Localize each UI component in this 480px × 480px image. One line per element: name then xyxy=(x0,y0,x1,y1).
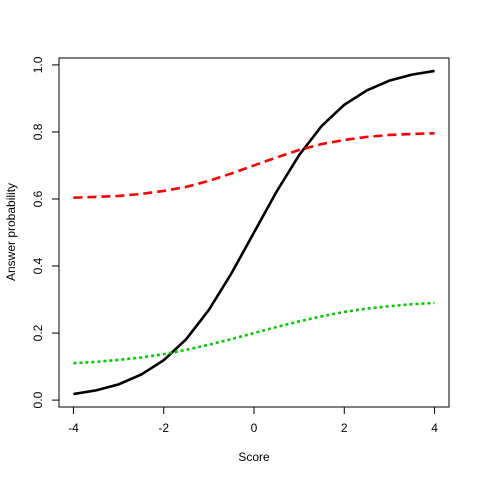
y-tick-label: 0.2 xyxy=(31,324,45,341)
series-line xyxy=(73,131,435,199)
x-tick-label: 2 xyxy=(341,421,348,435)
y-tick-label: 0.8 xyxy=(31,123,45,140)
x-tick-label: -4 xyxy=(68,421,79,435)
x-axis-label: Score xyxy=(238,450,270,464)
x-tick-label: 4 xyxy=(431,421,438,435)
y-tick-label: 0.0 xyxy=(31,391,45,408)
series-line xyxy=(73,301,435,365)
series-line xyxy=(73,69,435,396)
y-axis-label: Answer probability xyxy=(4,183,18,281)
x-tick-label: -2 xyxy=(158,421,169,435)
y-tick-label: 1.0 xyxy=(31,56,45,73)
x-tick-label: 0 xyxy=(251,421,258,435)
y-tick-label: 0.6 xyxy=(31,190,45,207)
y-tick-label: 0.4 xyxy=(31,257,45,274)
